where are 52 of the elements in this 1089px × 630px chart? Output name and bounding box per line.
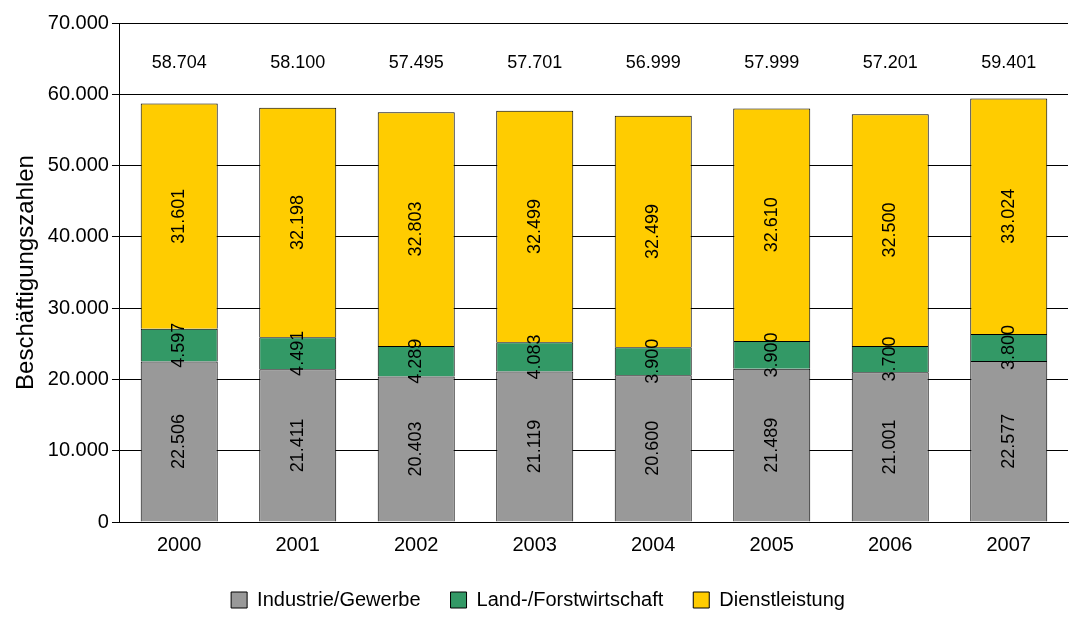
total-label: 57.201 <box>862 51 918 72</box>
legend-label: Industrie/Gewerbe <box>257 587 421 610</box>
legend-label: Dienstleistung <box>719 587 845 610</box>
data-label: 4.289 <box>405 338 426 384</box>
data-label: 32.803 <box>405 201 426 257</box>
data-label: 3.900 <box>760 332 781 378</box>
data-label: 31.601 <box>168 188 189 244</box>
x-tick-label: 2000 <box>156 532 202 555</box>
total-label: 56.999 <box>625 51 681 72</box>
data-label: 32.499 <box>523 198 544 255</box>
total-label: 58.704 <box>151 51 207 72</box>
y-tick-label: 0 <box>97 509 109 532</box>
y-tick-label: 70.000 <box>47 10 109 33</box>
data-label: 4.597 <box>168 322 189 368</box>
x-tick-label: 2006 <box>867 532 913 555</box>
total-label: 57.999 <box>744 51 800 72</box>
x-tick-label: 2003 <box>512 532 557 555</box>
y-tick-label: 10.000 <box>47 438 109 461</box>
data-label: 4.083 <box>523 334 544 380</box>
data-label: 32.500 <box>879 202 900 258</box>
total-label: 57.495 <box>388 51 444 72</box>
data-label: 21.489 <box>760 417 781 473</box>
total-label: 59.401 <box>981 51 1037 72</box>
total-label: 57.701 <box>507 51 563 72</box>
y-tick-label: 40.000 <box>47 224 109 247</box>
legend-label: Land-/Forstwirtschaft <box>476 587 664 610</box>
total-label: 58.100 <box>270 51 326 72</box>
data-label: 4.491 <box>286 330 307 376</box>
data-label: 21.411 <box>286 418 307 473</box>
x-tick-label: 2001 <box>275 532 320 555</box>
y-tick-label: 20.000 <box>47 366 109 389</box>
data-label: 21.001 <box>879 419 900 475</box>
data-label: 3.700 <box>879 336 900 382</box>
y-axis-title: Beschäftigungszahlen <box>11 155 39 390</box>
data-label: 22.506 <box>168 414 189 470</box>
data-label: 32.499 <box>642 203 663 260</box>
data-label: 22.577 <box>997 413 1018 469</box>
data-label: 20.600 <box>642 420 663 476</box>
y-tick-label: 50.000 <box>47 153 109 176</box>
data-label: 33.024 <box>997 188 1018 244</box>
data-label: 20.403 <box>405 421 426 477</box>
data-label: 32.198 <box>286 195 307 251</box>
x-tick-label: 2007 <box>986 532 1031 555</box>
data-label: 3.900 <box>642 338 663 384</box>
y-tick-label: 60.000 <box>47 81 109 104</box>
y-tick-label: 30.000 <box>47 295 109 318</box>
data-label: 32.610 <box>760 197 781 253</box>
x-tick-label: 2002 <box>393 532 439 555</box>
x-tick-label: 2004 <box>630 532 676 555</box>
data-label: 21.119 <box>523 419 544 474</box>
x-tick-label: 2005 <box>749 532 794 555</box>
data-label: 3.800 <box>997 324 1018 371</box>
